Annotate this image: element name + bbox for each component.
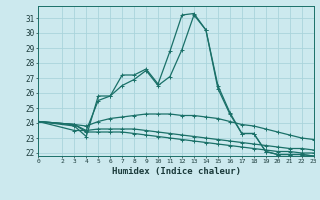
- X-axis label: Humidex (Indice chaleur): Humidex (Indice chaleur): [111, 167, 241, 176]
